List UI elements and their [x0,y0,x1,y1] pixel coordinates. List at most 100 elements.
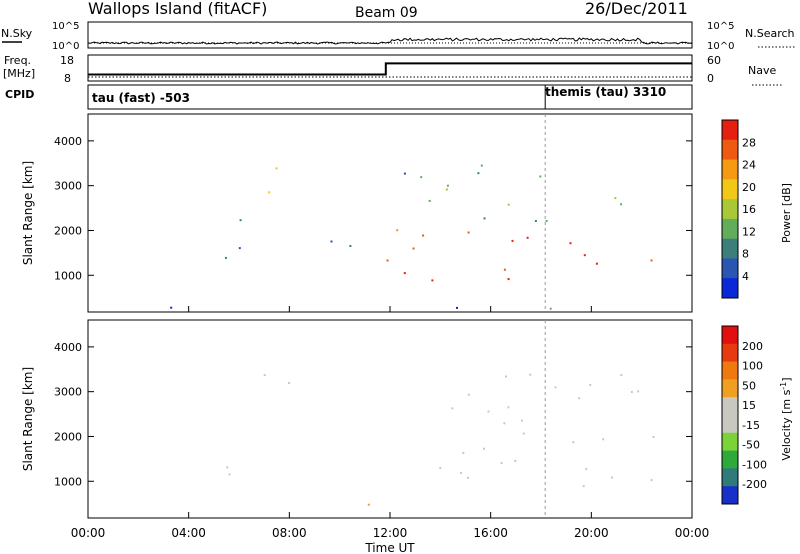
colorbar-swatch [722,179,738,200]
velocity-panel: 1000 2000 3000 4000 Slant Range [km] 200 100… [21,319,793,519]
data-cell [460,471,463,474]
data-cell [585,468,588,471]
colorbar-tick-label: -15 [742,419,760,432]
data-cell [514,459,517,462]
cpid-label: CPID [5,88,34,101]
freq-unit-label: [MHz] [3,67,35,80]
freq-label: Freq. [4,54,31,67]
colorbar-swatch [722,159,738,180]
data-cell [480,164,483,167]
colorbar-swatch [722,326,738,345]
data-cell [467,393,470,396]
colorbar-tick-label: 12 [742,225,756,238]
power-data [170,164,653,310]
freq-tick-bottom: 8 [64,72,71,85]
data-cell [466,476,469,479]
colorbar-swatch [722,468,738,487]
velocity-colorbar-label: Velocity [m s-1] [779,377,793,460]
y-tick-label: 3000 [54,180,82,193]
nave-tick-top: 60 [707,54,721,67]
colorbar-swatch [722,379,738,398]
data-cell [412,247,415,250]
colorbar-tick-label: 20 [742,181,756,194]
data-cell [507,406,510,409]
noise-left-tick-bottom: 10^0 [52,41,79,52]
freq-tick-top: 18 [60,54,74,67]
data-cell [578,397,581,400]
noise-left-tick-top: 10^5 [52,21,79,32]
data-cell [445,188,448,191]
colorbar-swatch [722,258,738,279]
colorbar-tick-label: -100 [742,458,767,471]
velocity-data [226,373,655,506]
data-cell [620,203,623,206]
date-label: 26/Dec/2011 [585,0,688,18]
data-cell [569,242,572,245]
colorbar-tick-label: 100 [742,360,763,373]
nave-label: Nave [748,64,776,77]
colorbar-frame [721,119,739,299]
data-cell [503,422,506,425]
colorbar-swatch [722,120,738,141]
data-cell [602,438,605,441]
power-panel: 1000 2000 3000 4000 Slant Range [km] 28 24 20… [21,113,793,313]
data-cell [288,382,291,384]
power-y-axis-label: Slant Range [km] [21,161,35,265]
data-cell [428,199,431,202]
colorbar-tick-label: 28 [742,136,756,149]
colorbar-frame [721,325,739,505]
y-tick-label: 2000 [54,430,82,443]
data-cell [521,419,523,422]
data-cell [228,473,231,476]
colorbar-tick-label: 4 [742,270,749,283]
data-cell [431,279,434,282]
data-cell [582,485,585,488]
x-tick-label: 12:00 [373,526,408,540]
colorbar-tick-label: 15 [742,399,756,412]
frequency-panel: Freq. [MHz] 18 8 60 0 Nave CPID [3,54,782,101]
data-cell [620,374,623,377]
colorbar-swatch [722,415,738,434]
data-cell [422,234,425,237]
noise-panel: N.Sky 10^5 10^0 10^5 10^0 N.Search [1,21,795,52]
data-cell [589,383,592,386]
plot-title: Wallops Island (fitACF) [88,0,267,18]
data-cell [403,172,406,175]
data-cell [170,306,173,309]
data-cell [507,278,510,281]
colorbar-swatch [722,450,738,469]
cpid-panel: tau (fast) -503 themis (tau) 3310 [87,84,693,110]
colorbar-tick-label: 200 [742,340,763,353]
velocity-y-ticks: 1000 2000 3000 4000 [54,341,692,488]
data-cell [487,410,490,413]
colorbar-tick-label: 16 [742,203,756,216]
velocity-y-axis-label: Slant Range [km] [21,367,35,471]
nave-tick-bottom: 0 [707,72,714,85]
data-cell [529,373,532,376]
x-tick-label: 16:00 [473,526,508,540]
data-cell [630,391,633,393]
data-cell [637,390,640,393]
x-tick-label: 04:00 [171,526,206,540]
y-tick-label: 1000 [54,269,82,282]
colorbar-swatch [722,218,738,240]
data-cell [349,245,352,247]
data-cell [483,447,485,450]
data-cell [268,191,271,194]
data-cell [456,306,458,309]
colorbar-tick-label: -200 [742,478,767,491]
data-cell [650,259,653,262]
colorbar-swatch [722,139,738,161]
data-cell [238,247,241,250]
frequency-line [88,62,692,76]
data-cell [451,407,454,410]
colorbar-tick-label: 50 [742,379,756,392]
data-cell [522,432,525,435]
colorbar-tick-label: 24 [742,159,756,172]
data-cell [239,219,242,222]
data-cell [611,476,614,479]
x-tick-label: 08:00 [272,526,307,540]
colorbar-swatch [722,238,738,259]
power-y-ticks: 1000 2000 3000 4000 [54,135,692,282]
data-cell [462,451,465,454]
